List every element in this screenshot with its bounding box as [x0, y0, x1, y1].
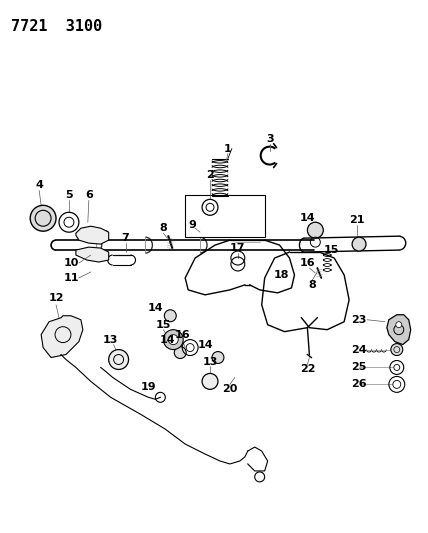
Circle shape — [307, 222, 323, 238]
Text: 9: 9 — [188, 220, 196, 230]
Text: 23: 23 — [351, 314, 366, 325]
Circle shape — [30, 205, 56, 231]
Text: 22: 22 — [300, 365, 315, 375]
Circle shape — [164, 310, 176, 322]
Text: 20: 20 — [222, 384, 238, 394]
Text: 2: 2 — [206, 171, 214, 181]
Text: 3: 3 — [266, 134, 273, 144]
Circle shape — [206, 203, 214, 211]
Text: 14: 14 — [197, 340, 213, 350]
Circle shape — [163, 330, 183, 350]
Text: 6: 6 — [85, 190, 93, 200]
Text: 4: 4 — [35, 181, 43, 190]
Circle shape — [396, 322, 402, 328]
Text: 25: 25 — [351, 362, 366, 373]
Text: 12: 12 — [48, 293, 64, 303]
Polygon shape — [41, 316, 83, 358]
Text: 10: 10 — [64, 258, 79, 268]
Text: 8: 8 — [309, 280, 316, 290]
Text: 24: 24 — [351, 344, 367, 354]
Circle shape — [202, 199, 218, 215]
Text: 7: 7 — [122, 233, 129, 243]
Circle shape — [174, 346, 186, 359]
Circle shape — [394, 365, 400, 370]
Text: 11: 11 — [64, 273, 80, 283]
Text: 14: 14 — [148, 303, 163, 313]
Polygon shape — [76, 226, 109, 244]
Text: 16: 16 — [300, 258, 315, 268]
Text: 15: 15 — [324, 245, 339, 255]
Text: 14: 14 — [160, 335, 175, 345]
Polygon shape — [387, 315, 411, 345]
Circle shape — [168, 335, 178, 345]
Circle shape — [212, 352, 224, 364]
Text: 8: 8 — [160, 223, 167, 233]
Circle shape — [202, 374, 218, 389]
Text: 13: 13 — [103, 335, 119, 345]
Text: 16: 16 — [174, 329, 190, 340]
Circle shape — [352, 237, 366, 251]
Text: 17: 17 — [230, 243, 246, 253]
Text: 19: 19 — [141, 382, 156, 392]
Polygon shape — [76, 247, 109, 262]
Circle shape — [391, 344, 403, 356]
Text: 18: 18 — [274, 270, 289, 280]
FancyBboxPatch shape — [185, 196, 265, 237]
Text: 15: 15 — [156, 320, 171, 330]
Text: 1: 1 — [224, 143, 232, 154]
Text: 7721  3100: 7721 3100 — [11, 19, 103, 34]
Circle shape — [109, 350, 128, 369]
Circle shape — [393, 381, 401, 389]
Text: 21: 21 — [349, 215, 365, 225]
Text: 5: 5 — [65, 190, 73, 200]
Text: 14: 14 — [300, 213, 315, 223]
Text: 13: 13 — [202, 357, 218, 367]
Text: 26: 26 — [351, 379, 367, 390]
